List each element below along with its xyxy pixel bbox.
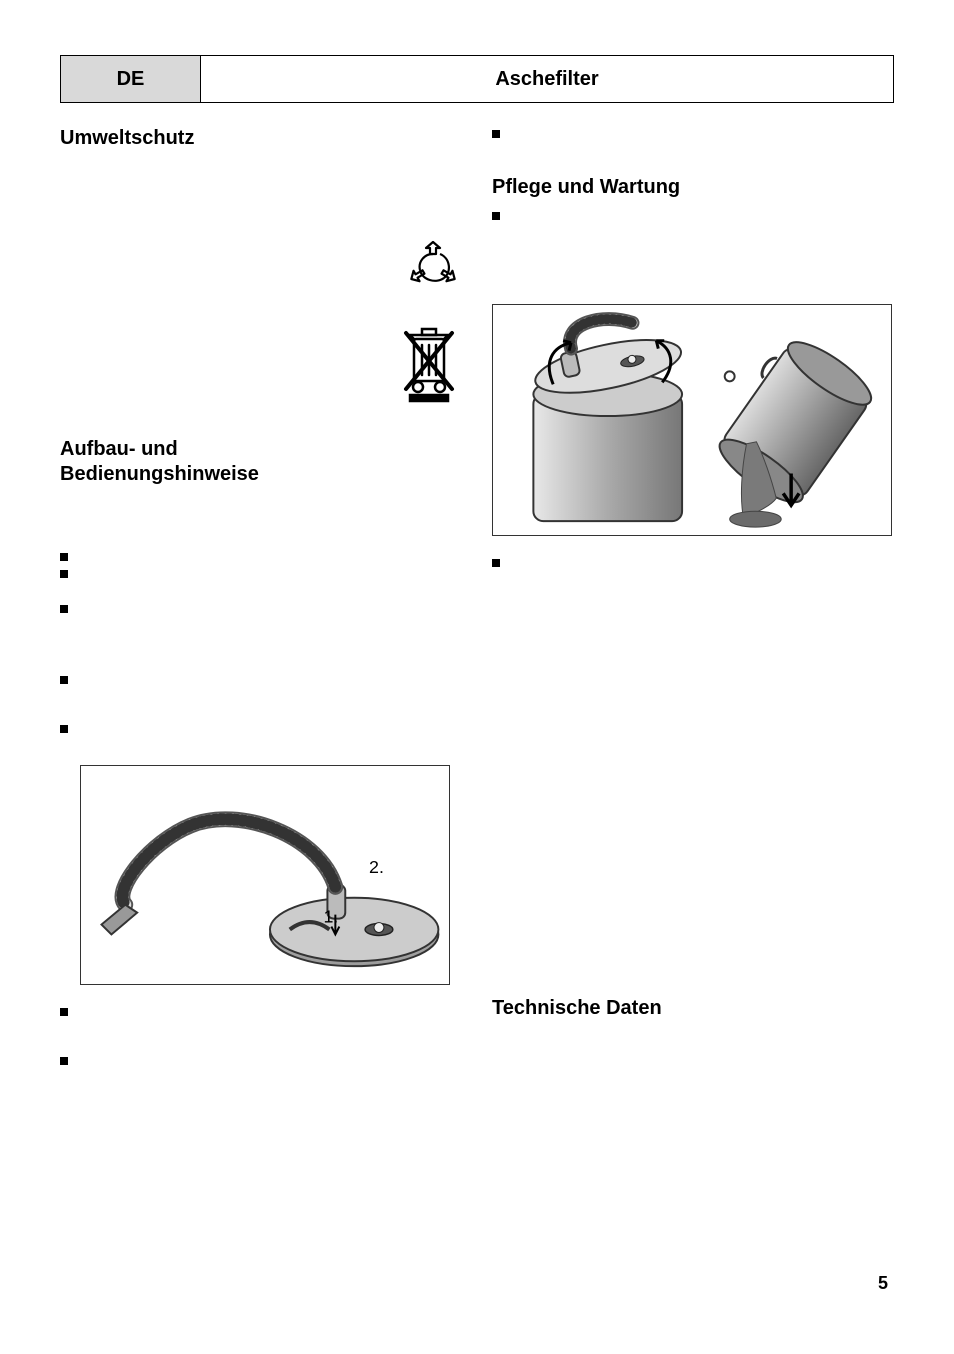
bullet-item xyxy=(60,565,462,578)
heading-aufbau-line1: Aufbau- und xyxy=(60,438,462,461)
header-row: DE Aschefilter xyxy=(60,55,894,103)
heading-umweltschutz: Umweltschutz xyxy=(60,127,462,150)
fig-label-2: 2. xyxy=(369,857,384,877)
square-bullet-icon xyxy=(60,570,68,578)
bullet-item xyxy=(492,207,894,220)
bullet-item xyxy=(60,720,462,733)
square-bullet-icon xyxy=(492,559,500,567)
square-bullet-icon xyxy=(60,676,68,684)
square-bullet-icon xyxy=(492,130,500,138)
right-column: Pflege und Wartung xyxy=(492,121,894,1069)
bullet-item xyxy=(60,1052,462,1065)
bullet-item xyxy=(492,554,894,567)
square-bullet-icon xyxy=(60,553,68,561)
recycle-icon xyxy=(406,240,460,290)
bullet-item xyxy=(60,548,462,561)
square-bullet-icon xyxy=(492,212,500,220)
square-bullet-icon xyxy=(60,725,68,733)
left-column: Umweltschutz xyxy=(60,121,462,1069)
bullet-item xyxy=(60,600,462,613)
bullet-item xyxy=(60,671,462,684)
heading-technische-daten: Technische Daten xyxy=(492,997,894,1020)
bullet-item xyxy=(60,1003,462,1016)
recycle-icon-container xyxy=(60,240,462,295)
bullet-item xyxy=(492,125,894,138)
content-columns: Umweltschutz xyxy=(60,121,894,1069)
page-number: 5 xyxy=(878,1273,888,1294)
square-bullet-icon xyxy=(60,605,68,613)
illustration-hose-lid: 2. 1. xyxy=(80,765,450,985)
crossed-bin-icon xyxy=(400,325,460,403)
crossed-bin-icon-container xyxy=(60,325,462,408)
language-badge: DE xyxy=(61,56,201,102)
heading-aufbau-line2: Bedienungshinweise xyxy=(60,463,462,486)
square-bullet-icon xyxy=(60,1057,68,1065)
document-title: Aschefilter xyxy=(201,56,893,102)
illustration-canister-pour xyxy=(492,304,892,536)
square-bullet-icon xyxy=(60,1008,68,1016)
heading-pflege: Pflege und Wartung xyxy=(492,176,894,199)
